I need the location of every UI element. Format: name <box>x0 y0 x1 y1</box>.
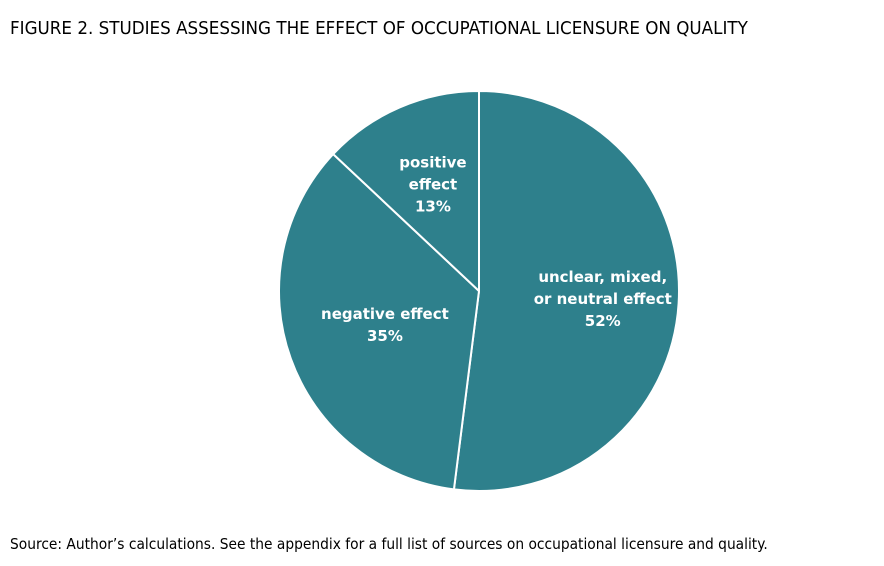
pie-slice-1 <box>278 153 480 491</box>
pie-slice-value-1: 35% <box>367 327 403 345</box>
figure-title: FIGURE 2. STUDIES ASSESSING THE EFFECT O… <box>10 18 748 39</box>
pie-slice-value-2: 13% <box>415 198 451 216</box>
pie-slice-label-line-1-0: negative effect <box>321 305 449 323</box>
pie-slices <box>278 90 680 492</box>
pie-slice-label-1: negative effect 35% <box>321 305 449 345</box>
pie-slice-label-line-2-1: effect <box>409 176 458 194</box>
pie-slice-label-0: unclear, mixed, or neutral effect 52% <box>534 268 672 330</box>
pie-labels: unclear, mixed, or neutral effect 52% negat… <box>321 154 672 345</box>
pie-slice-label-line-2-0: positive <box>399 154 466 172</box>
pie-slice-label-line-0-0: unclear, mixed, <box>538 268 667 286</box>
source-note: Source: Author’s calculations. See the a… <box>10 535 768 553</box>
pie-slice-value-0: 52% <box>585 312 621 330</box>
pie-slice-label-line-0-1: or neutral effect <box>534 290 672 308</box>
pie-slice-label-2: positive effect 13% <box>399 154 466 216</box>
pie-slice-0 <box>452 90 680 492</box>
pie-slice-2 <box>332 90 480 292</box>
